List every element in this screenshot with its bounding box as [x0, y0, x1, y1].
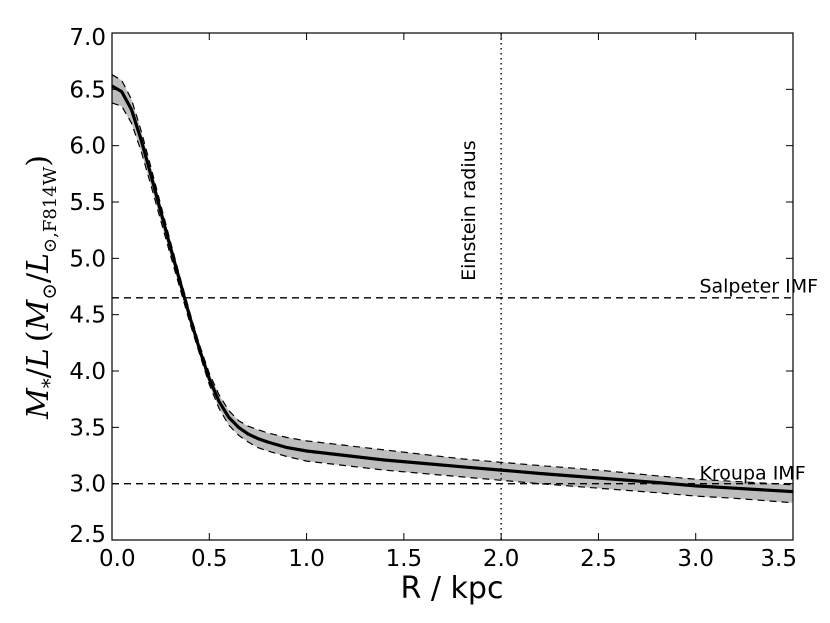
x-tick-label: 2.0 — [483, 546, 520, 572]
ylabel-close-paren: ) — [21, 155, 56, 167]
ylabel-open-paren: ( — [21, 330, 56, 342]
x-tick-label: 3.0 — [677, 546, 714, 572]
confidence-band-layer — [111, 74, 794, 504]
profile-line — [111, 84, 794, 494]
y-tick-label: 2.5 — [69, 522, 106, 548]
x-tick-label: 1.5 — [386, 546, 423, 572]
ylabel-unit-second: L — [21, 253, 56, 274]
einstein-radius-label: Einstein radius — [458, 140, 480, 280]
ylabel-unit-main: M — [21, 298, 56, 331]
ylabel-unit-sub2: ⊙,F814W — [40, 166, 61, 253]
y-axis-label: M*/L(M⊙/L⊙,F814W) — [21, 155, 61, 420]
salpeter-imf-label: Salpeter IMF — [699, 275, 818, 297]
profile-line-layer — [111, 84, 794, 494]
x-axis-label: R / kpc — [401, 571, 504, 606]
y-tick-label: 6.5 — [69, 77, 106, 103]
y-tick-label: 4.5 — [69, 303, 106, 329]
band-upper-edge — [111, 74, 794, 486]
x-tick-label: 0.5 — [191, 546, 228, 572]
y-tick-label: 5.5 — [69, 190, 106, 216]
x-tick-label: 1.0 — [288, 546, 325, 572]
y-tick-label: 6.0 — [69, 134, 106, 160]
y-tick-label: 7.0 — [69, 25, 106, 51]
ylabel-slash: / — [21, 367, 56, 378]
y-tick-label: 3.5 — [69, 415, 106, 441]
y-tick-label: 4.0 — [69, 359, 106, 385]
ylabel-main: M — [21, 387, 56, 420]
ylabel-unit-sub: ⊙ — [37, 283, 61, 300]
x-tick-label: 2.5 — [580, 546, 617, 572]
ticks-layer: 0.0 0.5 1.0 1.5 2.0 2.5 3.0 3.5 2.5 3.0 3.5 4.0 4.5 5… — [69, 25, 797, 572]
plot-frame — [111, 32, 794, 541]
ylabel-unit-slash: / — [21, 272, 56, 283]
x-tick-label: 0.0 — [99, 546, 136, 572]
y-tick-label: 3.0 — [69, 472, 106, 498]
band-lower-edge — [111, 102, 794, 504]
ylabel-second: L — [21, 348, 56, 369]
x-tick-label: 3.5 — [760, 546, 797, 572]
ylabel-main-sub: * — [37, 378, 61, 388]
kroupa-imf-label: Kroupa IMF — [699, 462, 805, 484]
y-tick-label: 5.0 — [69, 246, 106, 272]
